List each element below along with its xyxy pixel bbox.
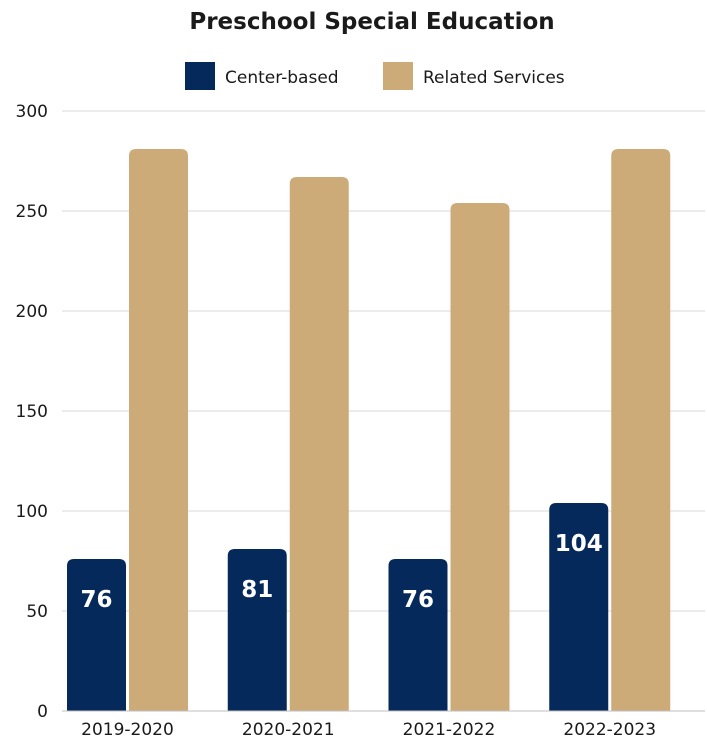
x-axis: 2019-2020 2020-2021 2021-2022 2022-2023 bbox=[62, 710, 705, 740]
x-category-label: 2020-2021 bbox=[242, 720, 335, 740]
x-category-label: 2019-2020 bbox=[81, 720, 174, 740]
y-tick-label: 300 bbox=[16, 102, 48, 122]
bar-center-based bbox=[227, 549, 287, 711]
bar-related-services bbox=[289, 177, 349, 711]
bar-center-based bbox=[67, 559, 126, 711]
y-tick-label: 50 bbox=[26, 602, 48, 622]
legend-swatch-center-based bbox=[185, 62, 215, 90]
y-tick-label: 250 bbox=[16, 202, 48, 222]
chart-title: Preschool Special Education bbox=[189, 9, 554, 35]
legend: Center-based Related Services bbox=[185, 62, 565, 90]
bar-data-label: 104 bbox=[555, 531, 603, 557]
y-tick-label: 150 bbox=[16, 402, 48, 422]
bar-related-services bbox=[450, 203, 510, 711]
legend-label-related-services: Related Services bbox=[423, 68, 565, 88]
y-tick-label: 100 bbox=[16, 502, 48, 522]
y-tick-label: 200 bbox=[16, 302, 48, 322]
bar-related-services bbox=[611, 149, 671, 711]
bar-center-based bbox=[388, 559, 448, 711]
bar-related-services bbox=[129, 149, 188, 711]
y-tick-label: 0 bbox=[37, 702, 48, 722]
x-category-label: 2021-2022 bbox=[403, 720, 496, 740]
bar-data-label: 76 bbox=[402, 587, 434, 613]
bar-data-label: 81 bbox=[241, 577, 273, 603]
bar-center-based bbox=[549, 503, 609, 711]
y-axis: 0 50 100 150 200 250 300 bbox=[16, 102, 48, 722]
x-category-label: 2022-2023 bbox=[563, 720, 656, 740]
legend-label-center-based: Center-based bbox=[225, 68, 339, 88]
bar-data-label: 76 bbox=[80, 587, 112, 613]
legend-swatch-related-services bbox=[383, 62, 413, 90]
bars: 76 81 76 104 bbox=[67, 149, 671, 711]
